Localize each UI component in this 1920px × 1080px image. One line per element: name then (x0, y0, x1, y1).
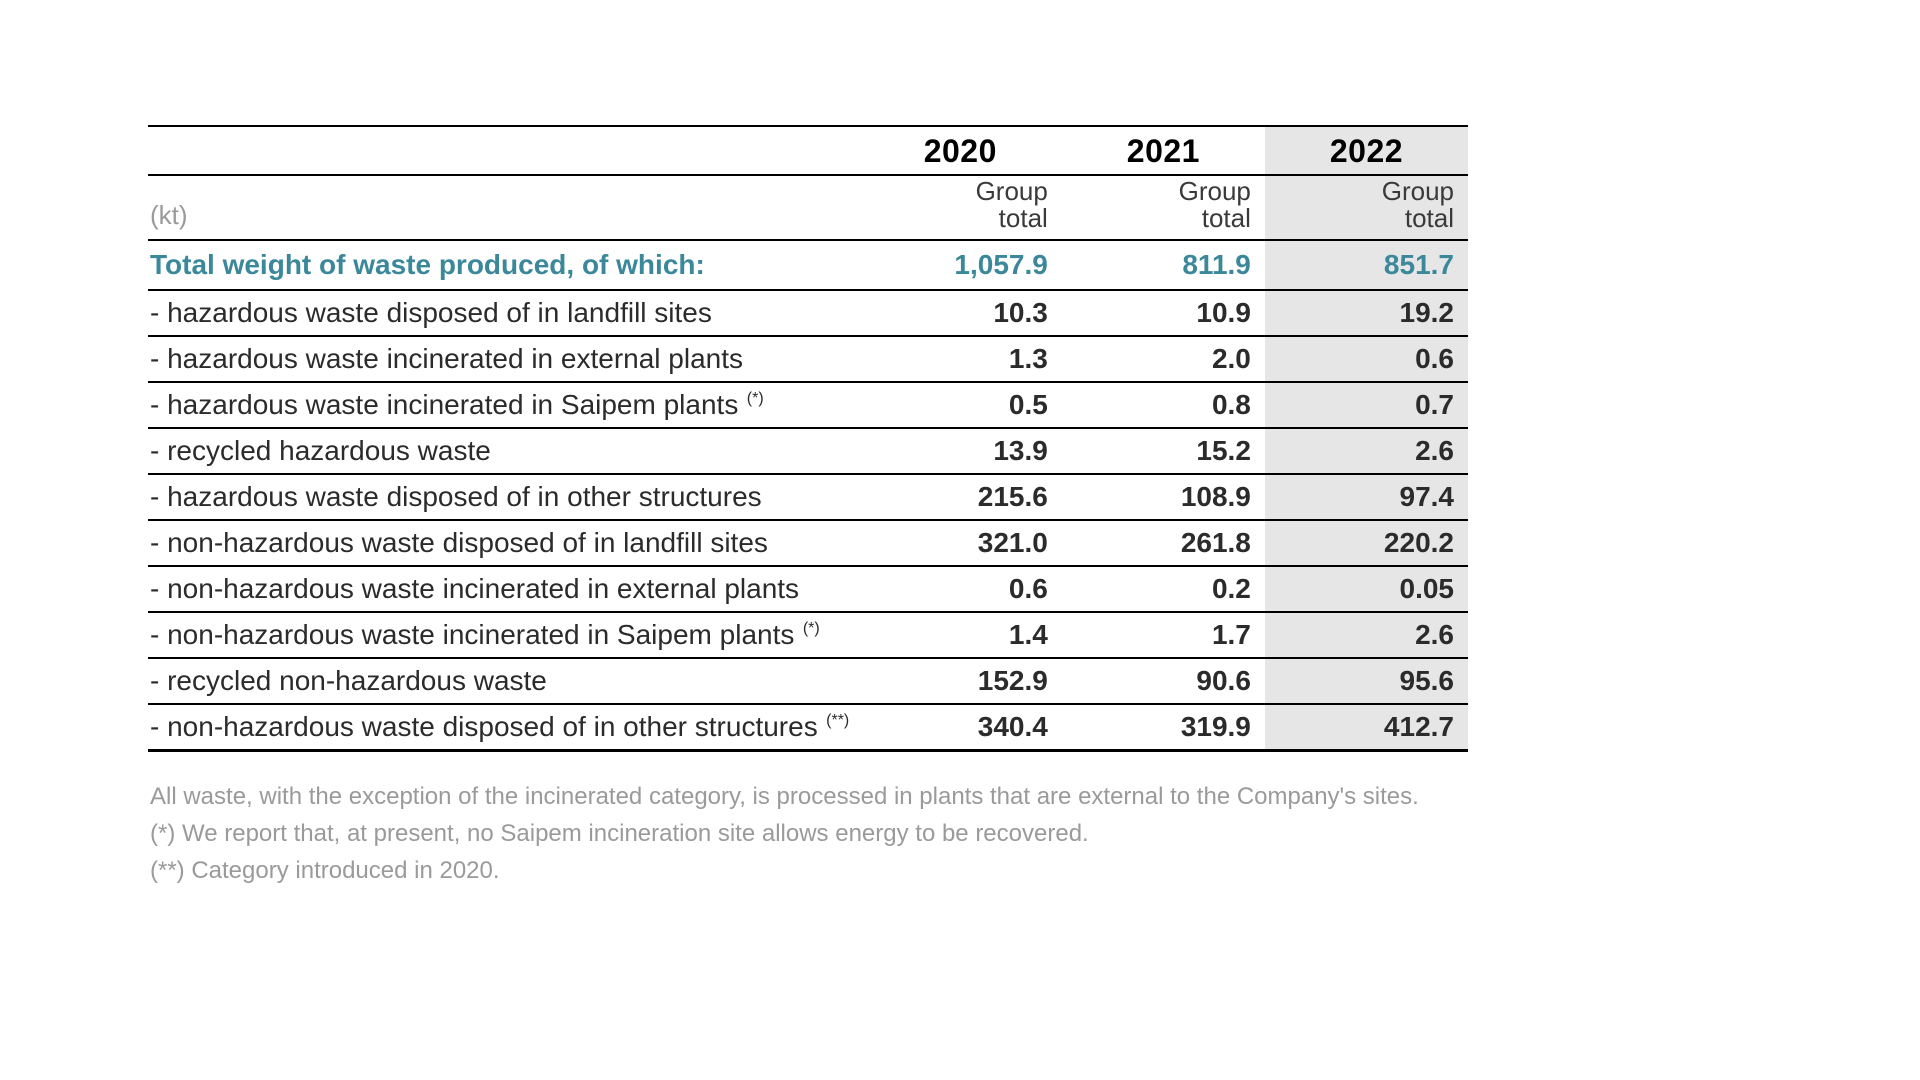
table-row: - hazardous waste disposed of in other s… (148, 474, 1468, 520)
group-total-2021: Group total (1062, 175, 1265, 240)
table-row: - non-hazardous waste incinerated in Sai… (148, 612, 1468, 658)
row-value: 15.2 (1062, 428, 1265, 474)
row-value: 10.9 (1062, 290, 1265, 336)
row-value: 97.4 (1265, 474, 1468, 520)
unit-label: (kt) (148, 175, 859, 240)
footnote-1: All waste, with the exception of the inc… (150, 778, 1468, 815)
row-value: 0.7 (1265, 382, 1468, 428)
waste-table-container: 2020 2021 2022 (kt) Group total Group to… (148, 125, 1468, 889)
row-value: 19.2 (1265, 290, 1468, 336)
row-label: - non-hazardous waste incinerated in Sai… (148, 612, 859, 658)
row-value: 152.9 (859, 658, 1062, 704)
row-value: 1.4 (859, 612, 1062, 658)
table-row: - hazardous waste disposed of in landfil… (148, 290, 1468, 336)
table-row: - hazardous waste incinerated in externa… (148, 336, 1468, 382)
row-value: 0.6 (1265, 336, 1468, 382)
footnotes: All waste, with the exception of the inc… (148, 778, 1468, 890)
row-label: - non-hazardous waste disposed of in oth… (148, 704, 859, 751)
table-row: - non-hazardous waste incinerated in ext… (148, 566, 1468, 612)
row-value: 220.2 (1265, 520, 1468, 566)
year-2021: 2021 (1062, 126, 1265, 175)
row-value: 95.6 (1265, 658, 1468, 704)
row-label: - hazardous waste disposed of in other s… (148, 474, 859, 520)
footnote-2: (*) We report that, at present, no Saipe… (150, 815, 1468, 852)
row-label: - recycled hazardous waste (148, 428, 859, 474)
subheader-row: (kt) Group total Group total Group total (148, 175, 1468, 240)
row-footnote-marker: (*) (738, 390, 763, 407)
row-label: - non-hazardous waste disposed of in lan… (148, 520, 859, 566)
total-2022: 851.7 (1265, 240, 1468, 290)
row-footnote-marker: (*) (794, 620, 819, 637)
year-2022: 2022 (1265, 126, 1468, 175)
total-label: Total weight of waste produced, of which… (148, 240, 859, 290)
row-label: - hazardous waste incinerated in externa… (148, 336, 859, 382)
row-label: - hazardous waste incinerated in Saipem … (148, 382, 859, 428)
row-label: - non-hazardous waste incinerated in ext… (148, 566, 859, 612)
group-total-2022: Group total (1265, 175, 1468, 240)
row-value: 0.8 (1062, 382, 1265, 428)
row-value: 0.2 (1062, 566, 1265, 612)
total-2020: 1,057.9 (859, 240, 1062, 290)
row-value: 2.6 (1265, 428, 1468, 474)
row-value: 412.7 (1265, 704, 1468, 751)
table-row: - recycled non-hazardous waste152.990.69… (148, 658, 1468, 704)
row-value: 10.3 (859, 290, 1062, 336)
table-row: - hazardous waste incinerated in Saipem … (148, 382, 1468, 428)
row-value: 319.9 (1062, 704, 1265, 751)
row-value: 0.6 (859, 566, 1062, 612)
table-row: - recycled hazardous waste13.915.22.6 (148, 428, 1468, 474)
row-value: 1.7 (1062, 612, 1265, 658)
row-value: 340.4 (859, 704, 1062, 751)
row-value: 215.6 (859, 474, 1062, 520)
row-footnote-marker: (**) (818, 712, 850, 729)
row-value: 108.9 (1062, 474, 1265, 520)
row-value: 0.05 (1265, 566, 1468, 612)
row-label: - recycled non-hazardous waste (148, 658, 859, 704)
row-value: 261.8 (1062, 520, 1265, 566)
year-2020: 2020 (859, 126, 1062, 175)
year-header-row: 2020 2021 2022 (148, 126, 1468, 175)
total-row: Total weight of waste produced, of which… (148, 240, 1468, 290)
group-total-2020: Group total (859, 175, 1062, 240)
row-value: 1.3 (859, 336, 1062, 382)
waste-table: 2020 2021 2022 (kt) Group total Group to… (148, 125, 1468, 752)
table-row: - non-hazardous waste disposed of in lan… (148, 520, 1468, 566)
table-row: - non-hazardous waste disposed of in oth… (148, 704, 1468, 751)
row-value: 321.0 (859, 520, 1062, 566)
total-2021: 811.9 (1062, 240, 1265, 290)
row-value: 2.0 (1062, 336, 1265, 382)
footnote-3: (**) Category introduced in 2020. (150, 852, 1468, 889)
row-value: 2.6 (1265, 612, 1468, 658)
row-value: 13.9 (859, 428, 1062, 474)
header-blank (148, 126, 859, 175)
row-value: 90.6 (1062, 658, 1265, 704)
row-label: - hazardous waste disposed of in landfil… (148, 290, 859, 336)
row-value: 0.5 (859, 382, 1062, 428)
